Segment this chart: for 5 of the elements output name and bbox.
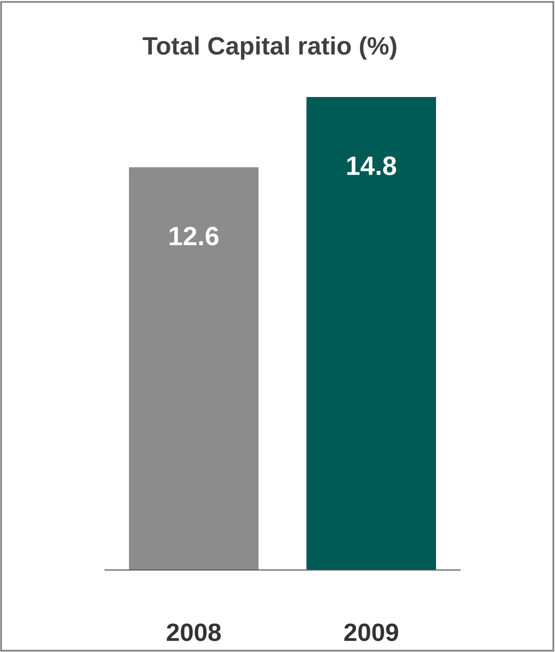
x-tick-label: 2008	[166, 623, 221, 642]
chart-title: Total Capital ratio (%)	[142, 36, 396, 60]
x-tick-label: 2009	[344, 623, 398, 642]
data-label: 14.8	[347, 156, 396, 176]
data-label: 12.6	[170, 226, 218, 246]
